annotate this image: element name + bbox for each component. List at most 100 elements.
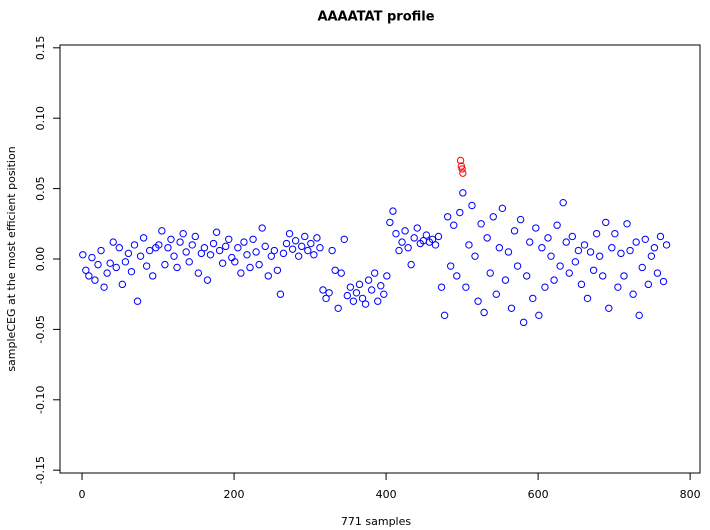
point <box>255 260 263 269</box>
point <box>298 242 306 251</box>
point <box>264 272 272 280</box>
point <box>270 246 279 255</box>
point <box>82 266 90 274</box>
point <box>79 251 87 259</box>
point <box>380 290 388 298</box>
point <box>328 246 336 255</box>
point <box>507 304 516 312</box>
point <box>85 272 93 280</box>
point <box>623 220 631 228</box>
point <box>234 244 242 252</box>
point <box>377 282 385 290</box>
point <box>395 246 403 255</box>
point <box>641 235 649 243</box>
point <box>158 227 166 235</box>
point <box>486 269 494 277</box>
point <box>118 280 127 289</box>
point <box>620 272 628 280</box>
point <box>474 297 482 305</box>
point <box>407 260 415 269</box>
point <box>404 244 412 252</box>
point <box>559 198 567 207</box>
point <box>203 276 212 284</box>
point <box>504 248 513 256</box>
point <box>179 229 187 238</box>
point <box>632 238 640 246</box>
point <box>401 227 409 235</box>
point <box>462 283 470 291</box>
point <box>185 258 193 266</box>
point <box>170 252 178 260</box>
point <box>629 290 637 298</box>
point <box>349 297 358 305</box>
point <box>367 286 376 294</box>
point <box>364 276 373 284</box>
point <box>383 272 391 280</box>
point <box>273 266 282 274</box>
point <box>468 201 476 210</box>
point <box>662 241 671 249</box>
point <box>127 267 136 276</box>
point <box>316 244 324 252</box>
y-tick-label: -0.05 <box>34 315 47 343</box>
point <box>562 238 570 246</box>
point <box>182 248 190 256</box>
y-tick-label: 0.10 <box>34 106 47 131</box>
point <box>225 235 233 243</box>
point <box>337 269 345 277</box>
point <box>574 246 583 255</box>
point <box>389 207 397 215</box>
point <box>94 260 102 269</box>
point <box>553 221 561 229</box>
point <box>501 276 510 284</box>
point <box>456 156 465 165</box>
point <box>398 238 406 246</box>
point <box>161 260 169 269</box>
point <box>647 252 656 260</box>
point <box>456 208 464 217</box>
point <box>231 258 239 266</box>
point <box>519 318 528 327</box>
point <box>489 213 497 221</box>
point <box>291 236 300 245</box>
point <box>200 244 209 252</box>
point <box>343 291 352 300</box>
point <box>535 311 543 320</box>
point <box>565 269 573 277</box>
x-tick-label: 600 <box>528 488 549 501</box>
point <box>374 297 382 305</box>
point <box>459 189 467 197</box>
point <box>571 258 580 266</box>
point <box>197 249 206 258</box>
point <box>346 283 355 291</box>
point <box>139 234 148 242</box>
point <box>188 241 196 249</box>
point <box>215 246 224 255</box>
point <box>100 283 108 291</box>
point <box>492 290 500 298</box>
point <box>538 244 546 252</box>
point <box>194 269 203 277</box>
point <box>465 241 473 249</box>
point <box>267 252 276 260</box>
point <box>358 294 367 303</box>
point <box>307 239 315 248</box>
point <box>422 231 431 239</box>
point <box>386 218 394 227</box>
point <box>304 246 312 255</box>
point <box>477 220 485 228</box>
point <box>258 224 266 232</box>
y-tick-label: 0.00 <box>34 247 47 272</box>
point <box>130 241 139 249</box>
point <box>142 262 151 270</box>
point <box>586 248 595 256</box>
point <box>532 224 540 232</box>
point <box>167 235 175 243</box>
point <box>522 272 531 280</box>
point <box>133 297 142 305</box>
point <box>446 262 455 270</box>
chart-title: AAAATAT profile <box>317 10 434 25</box>
point <box>355 280 364 289</box>
point <box>568 232 577 241</box>
